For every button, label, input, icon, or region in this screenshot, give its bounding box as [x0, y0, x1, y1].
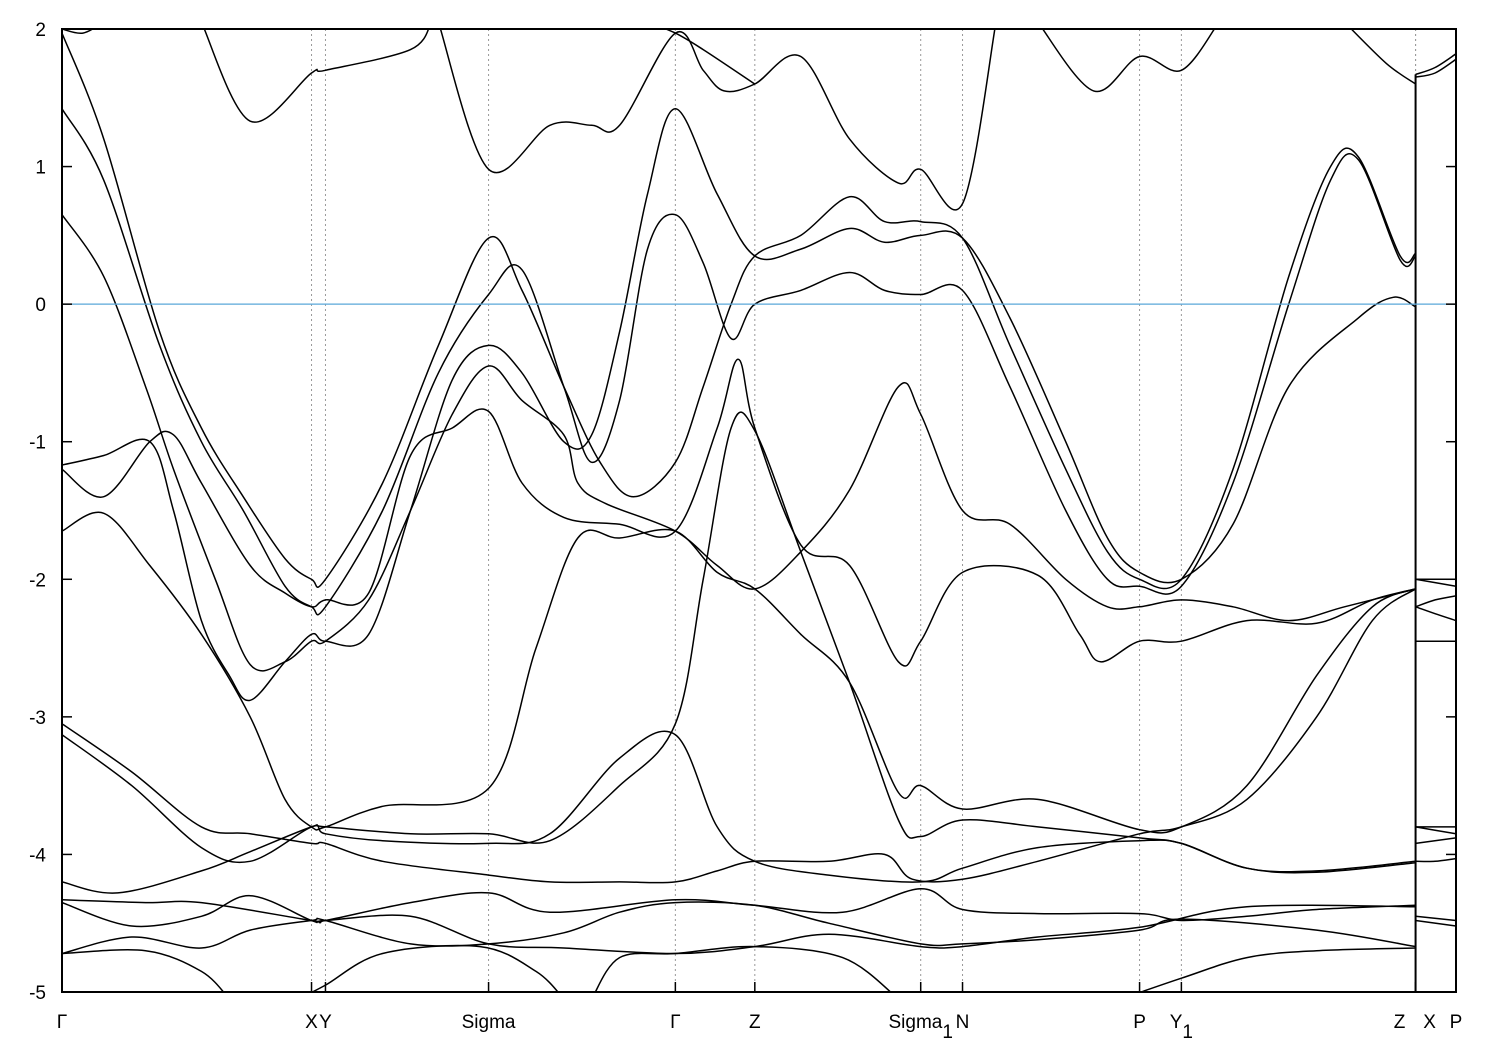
bands: [62, 29, 1456, 992]
y-tick-label: -3: [29, 708, 46, 729]
y-tick-label: 2: [35, 20, 46, 41]
kpoint-label: Z: [1394, 1012, 1406, 1033]
y-tick-label: 1: [35, 158, 46, 179]
kpoint-grid-lines: [311, 29, 1417, 992]
kpoint-label: P: [1133, 1012, 1146, 1033]
band-line: [62, 32, 1417, 590]
band-line: [1415, 826, 1456, 835]
band-line: [1415, 53, 1456, 76]
band-line: [62, 214, 1416, 672]
band-line: [62, 730, 1416, 883]
kpoint-label: N: [956, 1012, 970, 1033]
band-line: [62, 358, 1416, 667]
band-line: [62, 108, 1417, 616]
band-line: [1415, 595, 1456, 608]
band-line: [62, 29, 95, 35]
band-line: [310, 944, 559, 992]
band-line: [62, 108, 1416, 702]
band-line: [594, 945, 892, 992]
band-line: [62, 901, 1416, 955]
y-tick-label: -5: [29, 983, 46, 1004]
kpoint-label: Z: [749, 1012, 761, 1033]
band-line: [62, 888, 1416, 924]
band-line: [62, 511, 1416, 834]
kpoint-label: Γ: [57, 1012, 67, 1033]
band-line: [62, 411, 1416, 894]
y-tick-label: -4: [29, 845, 46, 866]
band-line: [1350, 29, 1417, 85]
kpoint-label: Sigma: [462, 1012, 516, 1033]
y-tick-label: -2: [29, 570, 46, 591]
plot-frame: [61, 28, 1457, 993]
band-line: [62, 949, 225, 992]
y-tick-label: 0: [35, 295, 46, 316]
kpoint-label: Sigma1: [888, 1012, 952, 1043]
band-line: [663, 29, 756, 85]
y-axis: -5 -4 -3 -2 -1 0 1 2: [29, 20, 1456, 1004]
band-line: [1138, 947, 1416, 992]
band-line: [1415, 919, 1456, 927]
band-line: [1415, 915, 1456, 922]
band-line: [1041, 29, 1216, 93]
band-line: [203, 29, 430, 123]
kpoint-label: Y1: [1170, 1012, 1193, 1043]
y-tick-label: -1: [29, 433, 46, 454]
band-line: [1415, 837, 1456, 845]
band-line: [1415, 857, 1456, 863]
band-line: [1415, 606, 1456, 622]
kpoint-label: P: [1450, 1012, 1463, 1033]
band-line: [62, 588, 1417, 884]
kpoint-label: Y: [319, 1012, 332, 1033]
band-line: [1415, 578, 1456, 587]
kpoint-label: X: [1423, 1012, 1436, 1033]
band-line: [1415, 58, 1456, 78]
band-line: [439, 29, 996, 211]
kpoint-label: X: [305, 1012, 318, 1033]
kpoint-label: Γ: [670, 1012, 680, 1033]
